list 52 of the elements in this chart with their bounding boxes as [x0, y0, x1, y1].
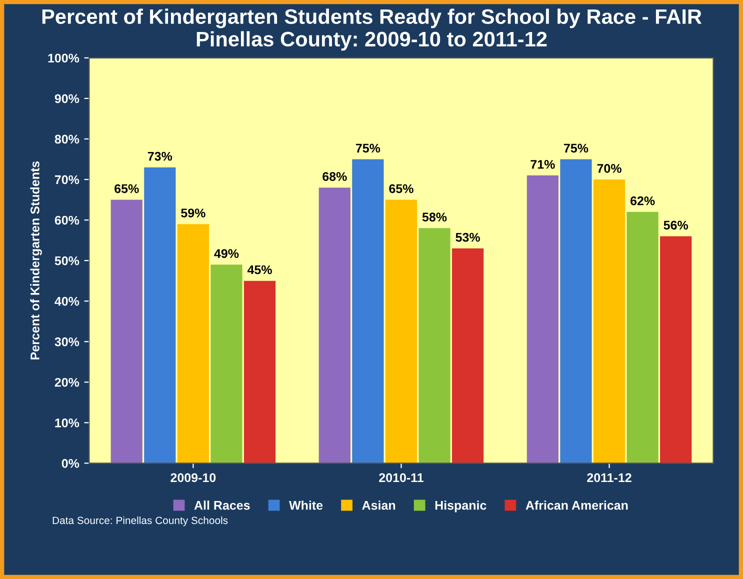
data-label: 75%	[356, 144, 380, 153]
y-tick-label: 100%	[48, 54, 80, 63]
bar	[244, 280, 276, 464]
bar	[177, 224, 209, 464]
data-label: 45%	[247, 265, 272, 274]
legend-label: African American	[526, 500, 628, 510]
data-label: 65%	[114, 184, 139, 194]
data-label: 70%	[597, 164, 622, 173]
bar	[352, 159, 384, 464]
data-label: 49%	[214, 249, 239, 258]
data-label: 73%	[148, 152, 172, 161]
x-tick-label: 2009-10	[170, 473, 216, 482]
data-label: 68%	[322, 172, 347, 181]
data-label: 53%	[456, 232, 480, 242]
legend-label: White	[289, 500, 323, 510]
bar	[418, 228, 450, 464]
bar	[385, 200, 418, 464]
data-label: 75%	[564, 144, 588, 153]
data-label: 65%	[389, 184, 414, 194]
data-label: 71%	[530, 160, 555, 169]
y-axis-title: Percent of Kindergarten Students	[30, 161, 42, 360]
y-tick-label: 80%	[54, 134, 80, 144]
bar	[626, 212, 658, 464]
y-tick-label: 10%	[55, 418, 80, 428]
bar	[144, 167, 176, 464]
y-tick-label: 40%	[54, 296, 80, 306]
bar	[110, 200, 142, 464]
bar	[660, 236, 692, 464]
chart-title: Percent of Kindergarten Students Ready for School by Race - FAIR Pinellas County: 2009-10 to 2011-12	[42, 8, 702, 51]
legend-label: Asian	[362, 500, 396, 510]
bar	[526, 175, 558, 464]
data-label: 56%	[664, 220, 688, 230]
bar	[318, 188, 350, 464]
y-tick-label: 20%	[54, 378, 80, 387]
data-label: 62%	[630, 196, 655, 206]
source-note: Data Source: Pinellas County Schools	[52, 516, 228, 526]
y-tick-label: 50%	[54, 256, 80, 266]
bar	[593, 179, 626, 464]
data-label: 59%	[181, 208, 206, 218]
y-tick-label: 90%	[54, 94, 80, 104]
bar	[210, 264, 242, 464]
x-tick-label: 2011-12	[587, 473, 632, 482]
y-tick-label: 70%	[54, 175, 80, 184]
x-tick-label: 2010-11	[379, 473, 424, 482]
legend-label: Hispanic	[435, 500, 486, 512]
legend-label: All Races	[194, 500, 250, 510]
y-tick-label: 60%	[54, 216, 80, 225]
y-tick-label: 30%	[54, 337, 80, 346]
data-label: 58%	[422, 212, 447, 222]
bar	[560, 159, 592, 464]
bar	[452, 248, 484, 464]
y-tick-label: 0%	[62, 459, 80, 468]
